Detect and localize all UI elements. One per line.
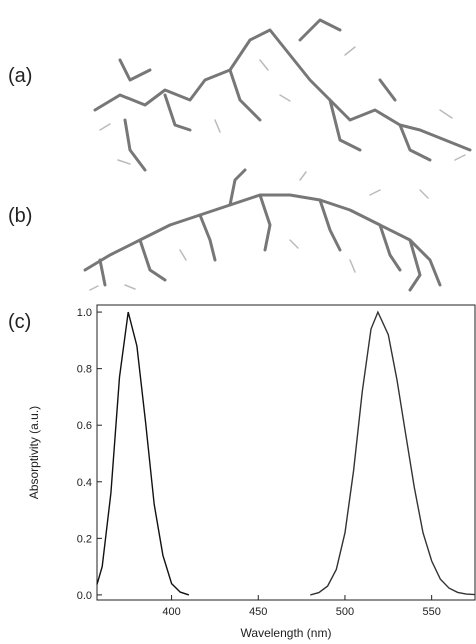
- panel-label: (c): [8, 311, 31, 333]
- y-tick-label: 0.0: [77, 590, 92, 602]
- y-tick-label: 0.8: [77, 364, 92, 376]
- y-tick-label: 0.6: [77, 420, 92, 432]
- y-axis-title: Absorptivity (a.u.): [27, 406, 41, 499]
- figure: (a) (b) (c) 0.0 0.2 0.4 0.6 0.8 1.0 400 450 500 5…: [0, 0, 476, 644]
- line-series: [97, 312, 189, 595]
- x-tick-label: 400: [162, 606, 180, 618]
- molecule-b: [85, 170, 440, 290]
- molecule-a: [95, 20, 470, 170]
- x-tick-label: 450: [249, 606, 267, 618]
- y-tick-label: 0.2: [77, 533, 92, 545]
- plot-frame: [97, 305, 475, 600]
- y-tick-label: 1.0: [77, 307, 92, 319]
- x-axis-title: Wavelength (nm): [241, 626, 332, 640]
- x-tick-label: 500: [336, 606, 354, 618]
- line-series: [310, 312, 475, 595]
- panel-label: (b): [8, 205, 32, 227]
- panel-label: (a): [8, 65, 32, 87]
- y-tick-label: 0.4: [77, 477, 92, 489]
- plot: 0.0 0.2 0.4 0.6 0.8 1.0 400 450 500 550 Wavelength…: [27, 305, 475, 640]
- x-tick-label: 550: [422, 606, 440, 618]
